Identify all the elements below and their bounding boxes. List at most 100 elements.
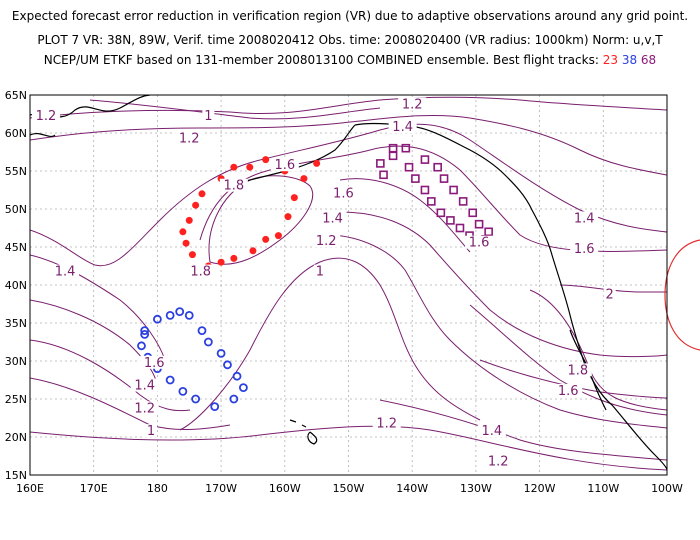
coast-kamchatka [30, 132, 56, 138]
lon-label: 180 [147, 482, 168, 495]
contour-1-2-east [329, 234, 667, 429]
contour-label: 1.4 [55, 265, 76, 280]
header-line-3: NCEP/UM ETKF based on 131-member 2008013… [44, 53, 656, 67]
blue-track-point [175, 307, 185, 317]
purple-track-point [388, 151, 398, 161]
contour-label-bg [51, 264, 80, 278]
blue-track-point [178, 386, 188, 396]
red-track-point [313, 159, 321, 167]
contour-lines [30, 96, 667, 471]
lon-label: 160E [16, 482, 44, 495]
graticule [30, 95, 667, 475]
contour-1-8-loop [208, 175, 314, 265]
contour-1-2-sw [30, 339, 191, 412]
blue-track-point [216, 348, 226, 358]
contour-label-bg [554, 383, 583, 397]
lat-label: 30N [5, 355, 27, 368]
red-track-point [290, 194, 298, 202]
purple-track-point [401, 143, 411, 153]
contour-label: 1.6 [469, 236, 490, 251]
contour-1-2-b [30, 114, 667, 176]
blue-track-point [191, 394, 201, 404]
contour-label: 1.6 [274, 158, 295, 173]
contour-label: 1.2 [134, 401, 155, 416]
contour-label: 1.4 [392, 120, 413, 135]
contour-1-6-south [469, 304, 667, 416]
contour-label-bg [603, 287, 616, 301]
contour-label-bg [570, 211, 599, 225]
contour-label: 1.8 [223, 179, 244, 194]
contour-label: 1.6 [574, 242, 595, 257]
contour-1-4-south [379, 399, 667, 461]
header-line-2: PLOT 7 VR: 38N, 89W, Verif. time 2008020… [37, 33, 663, 47]
contour-label: 1.4 [481, 424, 502, 439]
purple-track-point [474, 219, 484, 229]
lat-label: 20N [5, 431, 27, 444]
purple-track-point [439, 174, 449, 183]
red-track-point [274, 232, 282, 240]
flight-track-red [179, 156, 321, 270]
contour-label-bg [388, 120, 417, 134]
blue-track-point [223, 360, 232, 370]
lat-label: 65N [5, 89, 27, 102]
lat-label: 55N [5, 165, 27, 178]
red-track-point [217, 258, 225, 266]
contour-1-4-main [30, 123, 667, 267]
lon-label: 140W [396, 482, 428, 495]
lat-label: 50N [5, 203, 27, 216]
contour-label: 1.6 [144, 356, 165, 371]
coast-aleutians [229, 124, 356, 186]
contour-1-6-sw [30, 254, 166, 361]
contour-label: 1.2 [488, 455, 509, 470]
contour-label: 1.2 [179, 132, 200, 147]
contour-label-bg [175, 131, 204, 145]
contour-label-bg [130, 378, 159, 392]
blue-track-point [137, 341, 146, 351]
contour-label-bg [484, 454, 513, 468]
contour-label: 1.2 [316, 234, 337, 249]
lat-label: 45N [5, 241, 27, 254]
contour-label: 1.2 [36, 109, 57, 124]
purple-track-point [420, 155, 430, 164]
red-track-point [300, 175, 308, 183]
blue-track-point [197, 326, 207, 336]
purple-track-point [449, 185, 458, 195]
blue-track-point [210, 402, 220, 412]
purple-track-point [468, 208, 478, 218]
contour-label: 1 [316, 265, 324, 280]
lon-label: 150W [333, 482, 365, 495]
track-id-blue: 38 [622, 53, 637, 67]
red-track-point [262, 156, 270, 164]
red-track-point [249, 247, 257, 255]
blue-track-point [184, 310, 194, 320]
map-frame [29, 94, 668, 476]
contour-label-bg [329, 186, 358, 200]
contour-label-bg [186, 264, 215, 278]
red-track-point [192, 201, 200, 209]
red-track-point [198, 190, 206, 198]
purple-track-point [455, 223, 465, 233]
lat-label: 15N [5, 469, 27, 482]
blue-track-point [140, 329, 150, 339]
red-track-point [230, 254, 238, 262]
contour-label-bg [318, 211, 347, 225]
contour-label-bg [398, 97, 427, 111]
red-track-point [262, 235, 270, 243]
purple-track-point [484, 227, 493, 237]
contour-label-bg [140, 355, 169, 369]
contour-label: 1.8 [190, 265, 211, 280]
contour-label: 1.4 [134, 379, 155, 394]
contour-label: 2 [606, 287, 614, 302]
lat-label: 35N [5, 317, 27, 330]
contour-label-bg [477, 424, 506, 438]
contour-label: 1.4 [574, 211, 595, 226]
red-track-point [185, 216, 193, 224]
purple-track-point [404, 162, 414, 172]
contour-1-0-north [89, 99, 381, 120]
contour-label: 1 [147, 424, 155, 439]
contour-label: 1.4 [322, 211, 343, 226]
lat-label: 25N [5, 393, 27, 406]
contour-1-6-east [339, 178, 471, 253]
purple-track-point [376, 159, 385, 168]
